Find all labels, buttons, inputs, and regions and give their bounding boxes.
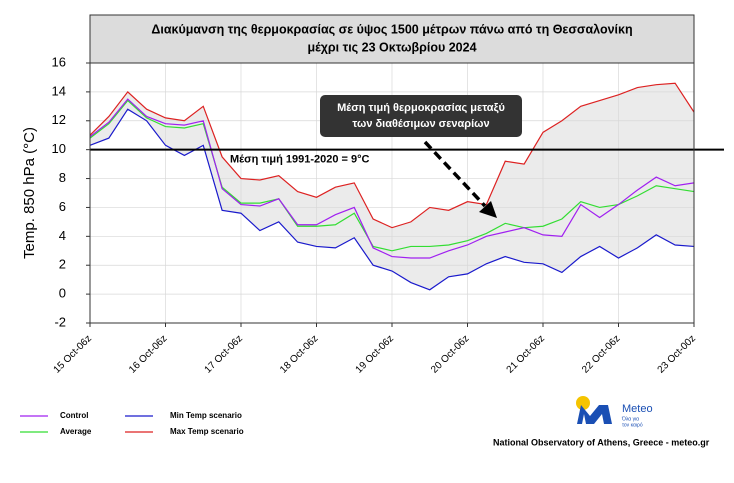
y-tick-label: 0 — [59, 286, 66, 301]
x-tick-label: 15 Oct-06z — [52, 333, 94, 375]
logo-tagline: τον καιρό — [622, 421, 643, 428]
x-tick-label: 21 Oct-06z — [505, 333, 547, 375]
legend: Control Average Min Temp scenario Max Temp … — [20, 411, 244, 436]
title-box — [89, 14, 695, 64]
y-tick-label: -2 — [54, 314, 66, 329]
y-tick-label: 2 — [59, 257, 66, 272]
x-tick-label: 19 Oct-06z — [354, 333, 396, 375]
footer: National Observatory of Athens, Greece -… — [493, 437, 710, 447]
x-tick-label: 17 Oct-06z — [203, 333, 245, 375]
y-axis-label: Temp. 850 hPa (°C) — [21, 127, 38, 259]
y-tick-label: 12 — [52, 112, 66, 127]
logo-name: Meteo — [622, 403, 653, 415]
series-line — [89, 82, 695, 229]
y-tick-label: 6 — [59, 199, 66, 214]
x-tick-label: 16 Oct-06z — [127, 333, 169, 375]
annotation-text: Μέση τιμή θερμοκρασίας μεταξύ — [337, 102, 505, 114]
annotation-box — [320, 95, 522, 137]
legend-label: Max Temp scenario — [170, 427, 244, 436]
reference-label: Μέση τιμή 1991-2020 = 9°C — [230, 154, 370, 166]
chart-title: Διακύμανση της θερμοκρασίας σε ύψος 1500… — [151, 22, 632, 36]
x-tick-label: 23 Oct-00z — [656, 333, 698, 375]
frame — [89, 62, 695, 324]
y-tick-label: 16 — [52, 54, 66, 69]
series-line — [89, 98, 695, 259]
annotation-arrowhead — [479, 201, 497, 218]
annotation-arrow — [423, 140, 487, 208]
x-tick-label: 18 Oct-06z — [278, 333, 320, 375]
annotation-text: των διαθέσιμων σεναρίων — [352, 118, 489, 130]
legend-label: Average — [60, 427, 92, 436]
logo-sun — [576, 396, 590, 410]
y-tick-label: 8 — [59, 170, 66, 185]
chart-title: μέχρι τις 23 Οκτωβρίου 2024 — [307, 40, 476, 54]
plot-area: -2 0 2 4 6 8 10 12 14 16 15 Oct-06z 16 Oct-06z 17 Oc… — [52, 54, 724, 376]
x-tick-label: 22 Oct-06z — [580, 333, 622, 375]
y-tick-label: 10 — [52, 141, 66, 156]
y-tick-label: 4 — [59, 228, 66, 243]
series-line — [89, 99, 695, 252]
logo-mark — [577, 405, 612, 424]
x-tick-label: 20 Oct-06z — [429, 333, 471, 375]
series-line — [89, 108, 695, 291]
legend-label: Control — [60, 411, 88, 420]
legend-label: Min Temp scenario — [170, 411, 242, 420]
logo-tagline: Όλα για — [621, 416, 639, 422]
y-tick-label: 14 — [52, 83, 66, 98]
